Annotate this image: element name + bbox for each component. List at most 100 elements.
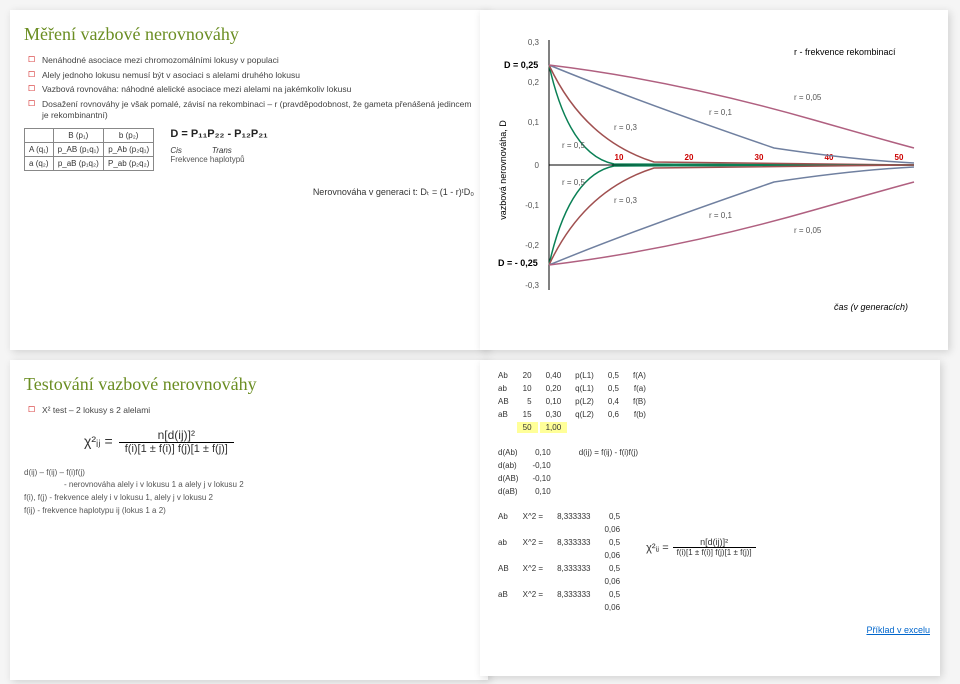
cell: 8,333333 bbox=[551, 537, 596, 548]
bullet: Nenáhodné asociace mezi chromozomálními … bbox=[42, 55, 474, 66]
svg-text:D = - 0,25: D = - 0,25 bbox=[498, 258, 538, 268]
cell bbox=[602, 422, 625, 433]
cell: f(b) bbox=[627, 409, 652, 420]
chi-formula-small: χ²ᵢⱼ = n[d(ij)]² f(i)[1 ± f(i)] f(j)[1 ±… bbox=[646, 537, 756, 557]
cis-label: Cis bbox=[170, 146, 182, 155]
svg-text:r - frekvence rekombinací: r - frekvence rekombinací bbox=[794, 47, 896, 57]
cell: 10 bbox=[517, 383, 538, 394]
cell: 0,5 bbox=[602, 383, 625, 394]
slide-measure-ld: Měření vazbové nerovnováhy Nenáhodné aso… bbox=[10, 10, 488, 350]
cell: 5 bbox=[517, 396, 538, 407]
cell bbox=[559, 460, 571, 471]
slide1-bullets: Nenáhodné asociace mezi chromozomálními … bbox=[24, 55, 474, 120]
cell: ab bbox=[492, 383, 515, 394]
svg-text:r = 0,1: r = 0,1 bbox=[709, 108, 732, 117]
cell: f(a) bbox=[627, 383, 652, 394]
cell: 8,333333 bbox=[551, 563, 596, 574]
cell: 0,6 bbox=[602, 409, 625, 420]
svg-text:r = 0,05: r = 0,05 bbox=[794, 93, 822, 102]
svg-text:0,2: 0,2 bbox=[528, 78, 540, 87]
cell bbox=[517, 576, 549, 587]
bullet: X² test – 2 lokusy s 2 alelami bbox=[42, 405, 474, 416]
cell: d(ij) = f(ij) - f(i)f(j) bbox=[573, 447, 644, 458]
cell: p(L2) bbox=[569, 396, 600, 407]
chi-formula: χ²ᵢⱼ = n[d(ij)]² f(i)[1 ± f(i)] f(j)[1 ±… bbox=[84, 428, 474, 455]
excel-link[interactable]: Příklad v excelu bbox=[866, 625, 930, 635]
definitions: d(ij) – f(ij) – f(i)f(j) - nerovnováha a… bbox=[24, 467, 474, 518]
cell bbox=[492, 576, 515, 587]
cell: p(L1) bbox=[569, 370, 600, 381]
cell: 0,06 bbox=[598, 524, 626, 535]
svg-text:r = 0,3: r = 0,3 bbox=[614, 196, 637, 205]
cell bbox=[627, 422, 652, 433]
bullet: Alely jednoho lokusu nemusí být v asocia… bbox=[42, 70, 474, 81]
cell: -0,10 bbox=[526, 473, 556, 484]
bullet: Vazbová rovnováha: náhodné alelické asoc… bbox=[42, 84, 474, 95]
svg-text:10: 10 bbox=[615, 153, 624, 162]
cell bbox=[559, 447, 571, 458]
cell: 0,5 bbox=[598, 511, 626, 522]
D-formula: D = P₁₁P₂₂ - P₁₂P₂₁ bbox=[170, 128, 267, 140]
cell: 0,10 bbox=[540, 396, 568, 407]
cell: 0,06 bbox=[598, 602, 626, 613]
svg-text:vazbová nerovnováha, D: vazbová nerovnováha, D bbox=[498, 120, 508, 220]
cell: 0,06 bbox=[598, 550, 626, 561]
cell: 1,00 bbox=[540, 422, 568, 433]
cell bbox=[492, 422, 515, 433]
haplotype-table: B (p₁) b (p₂) A (q₁) p_AB (p₁q₁) p_Ab (p… bbox=[24, 128, 154, 171]
cell: 0,40 bbox=[540, 370, 568, 381]
data-table-3: AbX^2 =8,3333330,50,06abX^2 =8,3333330,5… bbox=[490, 509, 628, 615]
cell: 0,5 bbox=[598, 537, 626, 548]
cell bbox=[551, 602, 596, 613]
svg-text:-0,2: -0,2 bbox=[525, 241, 539, 250]
cell: d(Ab) bbox=[492, 447, 524, 458]
cell: d(ab) bbox=[492, 460, 524, 471]
cell bbox=[551, 576, 596, 587]
trans-label: Trans bbox=[212, 146, 232, 155]
cell: X^2 = bbox=[517, 511, 549, 522]
slide-ld-chart: 0,3 0,2 0,1 0 -0,1 -0,2 -0,3 10 20 30 40… bbox=[480, 10, 948, 350]
cell: d(AB) bbox=[492, 473, 524, 484]
cell bbox=[573, 486, 644, 497]
svg-text:30: 30 bbox=[755, 153, 764, 162]
cell bbox=[559, 473, 571, 484]
svg-text:r = 0,5: r = 0,5 bbox=[562, 141, 585, 150]
cell bbox=[569, 422, 600, 433]
cell: X^2 = bbox=[517, 563, 549, 574]
cell: 20 bbox=[517, 370, 538, 381]
cell bbox=[517, 550, 549, 561]
cell: 8,333333 bbox=[551, 511, 596, 522]
slide3-bullets: X² test – 2 lokusy s 2 alelami bbox=[24, 405, 474, 416]
cell: Ab bbox=[492, 511, 515, 522]
svg-text:čas (v generacích): čas (v generacích) bbox=[834, 302, 908, 312]
svg-text:D = 0,25: D = 0,25 bbox=[504, 60, 538, 70]
svg-text:20: 20 bbox=[685, 153, 694, 162]
cell: X^2 = bbox=[517, 537, 549, 548]
cell bbox=[492, 550, 515, 561]
cell: 0,10 bbox=[526, 486, 556, 497]
cell bbox=[551, 524, 596, 535]
formula-block: D = P₁₁P₂₂ - P₁₂P₂₁ Cis Trans Frekvence … bbox=[170, 128, 267, 164]
slide-excel-example: Ab200,40p(L1)0,5f(A)ab100,20q(L1)0,5f(a)… bbox=[480, 360, 940, 676]
cell: 0,30 bbox=[540, 409, 568, 420]
cell: 0,06 bbox=[598, 576, 626, 587]
svg-text:0,3: 0,3 bbox=[528, 38, 540, 47]
cell: AB bbox=[492, 396, 515, 407]
slide1-title: Měření vazbové nerovnováhy bbox=[24, 24, 474, 45]
cell: 0,5 bbox=[598, 563, 626, 574]
cell: aB bbox=[492, 409, 515, 420]
cell: f(A) bbox=[627, 370, 652, 381]
cell bbox=[559, 486, 571, 497]
cell bbox=[492, 524, 515, 535]
cell: AB bbox=[492, 563, 515, 574]
cell: 0,5 bbox=[602, 370, 625, 381]
cell bbox=[492, 602, 515, 613]
cell: 8,333333 bbox=[551, 589, 596, 600]
cell: 0,10 bbox=[526, 447, 556, 458]
svg-text:50: 50 bbox=[895, 153, 904, 162]
svg-text:r = 0,05: r = 0,05 bbox=[794, 226, 822, 235]
cell: X^2 = bbox=[517, 589, 549, 600]
cell: 0,20 bbox=[540, 383, 568, 394]
cell: 0,5 bbox=[598, 589, 626, 600]
svg-text:0,1: 0,1 bbox=[528, 118, 540, 127]
